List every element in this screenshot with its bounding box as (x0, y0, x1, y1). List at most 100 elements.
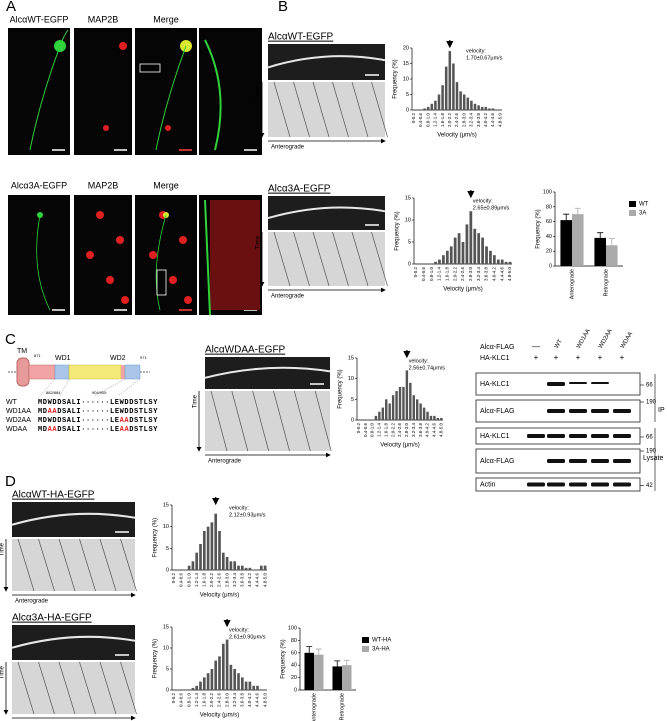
filament (204, 366, 331, 379)
bar (248, 567, 252, 570)
bar (259, 565, 263, 570)
bar (572, 214, 584, 266)
sequence: MDWDDSALI······LEAADSTLSY (38, 417, 158, 425)
legend-label: 3A-HA (372, 647, 390, 653)
cell (149, 251, 157, 259)
x-tick-label: 0.8-1.0 (186, 693, 191, 708)
y-tick-label: 60 (291, 650, 297, 656)
x-axis-label: Velocity (μm/s) (437, 133, 476, 139)
bar (436, 417, 440, 420)
bar (391, 395, 395, 420)
zoom-cell (210, 200, 260, 310)
x-tick-label: 3.6-3.8 (484, 267, 489, 282)
bar (449, 246, 453, 264)
bar (434, 261, 437, 264)
band (569, 434, 587, 438)
lane-label: WD1AA (576, 328, 592, 349)
x-tick-label: 2.8-3.0 (224, 693, 229, 708)
size-marker: 190 (646, 449, 657, 455)
band (569, 409, 587, 413)
y-axis-label: Frequency (%) (281, 639, 287, 678)
x-tick-label: 4.8-5.0 (497, 113, 502, 128)
x-tick-label: 2.4-2.6 (217, 693, 222, 708)
bar (244, 681, 248, 690)
bar (426, 411, 429, 420)
bar (438, 259, 441, 264)
y-tick-label: 80 (291, 638, 297, 644)
neurite (155, 214, 167, 311)
bar (459, 91, 462, 110)
y-tick-label: 20 (546, 249, 552, 255)
error-bar (563, 213, 570, 221)
x-tick-label: 0-0.2 (411, 113, 416, 124)
header-label: HA-KLC1 (480, 355, 510, 362)
cell (103, 125, 109, 131)
bar (221, 552, 225, 570)
variant-name: WDAA (6, 426, 27, 433)
cell (165, 125, 171, 131)
group-label: Lysate (643, 455, 663, 462)
neurite (204, 39, 222, 151)
domain-wd2 (124, 364, 141, 380)
x-tick-label: 1.6-1.8 (445, 267, 450, 282)
x-tick-label: 0.8-1.0 (425, 113, 430, 128)
band (547, 409, 565, 413)
bar (444, 66, 448, 110)
sequence: MDAADSALI······LEWDDSTLSY (38, 408, 158, 416)
panel-label: C (5, 331, 16, 348)
x-tick-label: 0-0.2 (171, 573, 176, 584)
legend-swatch (362, 637, 369, 643)
bar (332, 666, 342, 690)
bar (606, 245, 618, 266)
x-tick-label: 1.2-1.4 (433, 113, 438, 128)
zoom-box (139, 63, 161, 73)
sequence-segment: AA (120, 426, 130, 434)
x-tick-label: 1.2-1.4 (377, 423, 382, 438)
bar (388, 403, 391, 420)
band (613, 482, 631, 487)
neurite (29, 45, 61, 151)
bar (402, 386, 405, 420)
band (591, 409, 609, 413)
bar (199, 544, 202, 570)
x-tick-label: 1.6-1.8 (201, 573, 206, 588)
bar (218, 531, 221, 570)
kymograph-title: AlcαWT-EGFP (268, 32, 334, 43)
x-axis-label: Velocity (μm/s) (200, 713, 239, 719)
legend-swatch (629, 201, 636, 207)
bar (492, 255, 496, 264)
x-tick-label: 0.4-0.6 (421, 267, 426, 282)
bar (221, 643, 225, 690)
bar (473, 228, 477, 264)
x-tick-label: 4.0-4.2 (483, 113, 488, 128)
annotation: velocity: (229, 505, 249, 511)
bar (469, 211, 473, 264)
lane-sign: + (598, 353, 603, 362)
x-tick-label: 4.0-4.2 (247, 693, 252, 708)
x-tick-label: 4.4-4.6 (432, 423, 437, 438)
x-tick-label: 4.0-4.2 (492, 267, 497, 282)
bar (199, 681, 202, 690)
track (351, 81, 369, 138)
track (351, 231, 369, 287)
track (38, 661, 55, 715)
track (273, 81, 291, 138)
bar (252, 685, 256, 690)
y-tick-label: 5 (166, 666, 169, 672)
x-tick-label: 2.4-2.6 (217, 573, 222, 588)
sequence-segment: DSALI······LE (57, 426, 119, 434)
band (527, 482, 545, 487)
x-tick-label: 0.8-1.0 (186, 573, 191, 588)
bar (412, 395, 415, 420)
domain (68, 364, 122, 380)
kymograph (205, 391, 330, 451)
x-tick-label: 2.0-2.2 (390, 423, 395, 438)
y-tick-label: 15 (348, 355, 354, 361)
bar (485, 246, 488, 264)
bar (195, 552, 199, 570)
cell (121, 296, 129, 304)
bar (342, 665, 352, 690)
track (210, 390, 228, 452)
